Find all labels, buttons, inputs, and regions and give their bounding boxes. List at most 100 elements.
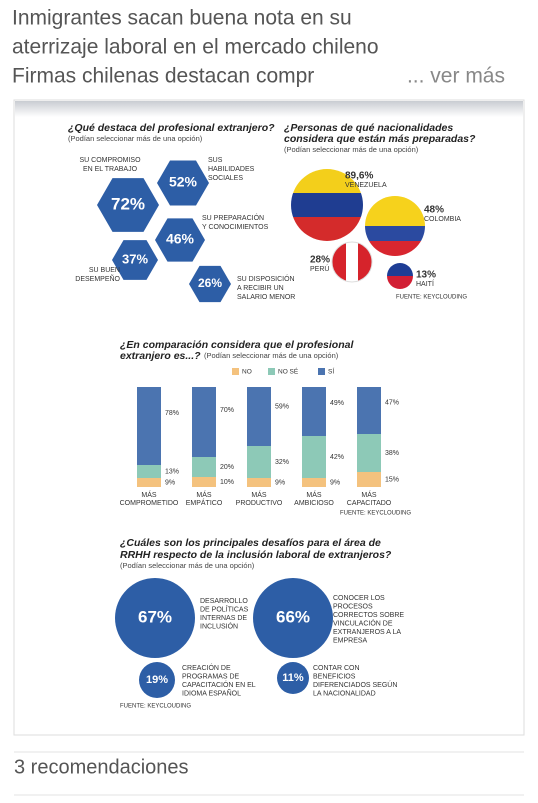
hexagon: [189, 265, 231, 303]
question-title: ¿Personas de qué nacionalidades: [284, 122, 453, 134]
bar-segment: [192, 457, 216, 477]
percent: 89,6%: [345, 171, 373, 182]
percent: 28%: [310, 255, 330, 266]
value-label: 59%: [275, 404, 289, 411]
country: PERÚ: [310, 264, 329, 273]
bar-segment: [247, 478, 271, 487]
label-line: IDIOMA ESPAÑOL: [182, 688, 241, 697]
value-label: 47%: [385, 400, 399, 407]
bar-segment: [357, 387, 381, 434]
label-line: EMPRESA: [333, 637, 368, 644]
question-note: (Podían seleccionar más de una opción): [284, 145, 419, 154]
value-label: 38%: [385, 450, 399, 457]
value-label: 42%: [330, 454, 344, 461]
flag-border: [331, 241, 373, 283]
hexagon: [155, 218, 205, 262]
label-line: A RECIBIR UN: [237, 285, 284, 292]
percent: 13%: [416, 270, 436, 281]
label-line: DE POLÍTICAS: [200, 604, 249, 613]
label-line: BENEFICIOS: [313, 673, 356, 680]
bar-segment: [137, 478, 161, 487]
label-line: SOCIALES: [208, 175, 243, 182]
bar-segment: [247, 387, 271, 446]
label-line: DESARROLLO: [200, 598, 248, 605]
label-line: SU DISPOSICIÓN: [237, 274, 295, 283]
label-line: INCLUSIÓN: [200, 621, 238, 630]
label-line: CAPACITACIÓN EN EL: [182, 680, 256, 689]
label-line: HABILIDADES: [208, 166, 255, 173]
label-line: MÁS: [251, 490, 267, 499]
chart-title: ¿En comparación considera que el profesi…: [120, 339, 354, 351]
label-line: MÁS: [141, 490, 157, 499]
value-label: 9%: [165, 479, 175, 486]
bar-segment: [137, 465, 161, 478]
chart-title: extranjero es...?: [120, 350, 201, 362]
hexagon: [112, 240, 158, 280]
value-label: 10%: [220, 479, 234, 486]
value-label: 9%: [275, 479, 285, 486]
hexagon: [97, 178, 159, 232]
label-line: PROCESOS: [333, 603, 373, 610]
percent: 19%: [146, 674, 168, 686]
legend-swatch: [268, 368, 275, 375]
percent: 72%: [111, 194, 145, 213]
value-label: 32%: [275, 459, 289, 466]
flag-haiti: [387, 263, 413, 289]
bar-segment: [302, 478, 326, 487]
label-line: SU BUEN: [89, 267, 120, 274]
legend-swatch: [232, 368, 239, 375]
country: COLOMBIA: [424, 216, 461, 223]
label-line: SUS: [208, 157, 223, 164]
percent: 52%: [169, 174, 198, 190]
label-line: PROGRAMAS DE: [182, 673, 240, 680]
title-line: Inmigrantes sacan buena nota en su: [12, 7, 352, 30]
flag-peru: [332, 242, 372, 282]
label-line: CONTAR CON: [313, 665, 360, 672]
question-note: (Podían seleccionar más de una opción): [120, 561, 255, 570]
value-label: 20%: [220, 464, 234, 471]
bar-segment: [247, 446, 271, 478]
bar-segment: [137, 387, 161, 465]
label-line: DESEMPEÑO: [75, 274, 120, 283]
recommendations[interactable]: 3 recomendaciones: [14, 756, 189, 778]
source: FUENTE: KEYCLOUDING: [340, 511, 411, 517]
label-line: MÁS: [196, 490, 212, 499]
label-line: CREACIÓN DE: [182, 663, 231, 672]
value-label: 9%: [330, 479, 340, 486]
percent: 26%: [198, 276, 222, 290]
country: VENEZUELA: [345, 182, 387, 189]
label-line: COMPROMETIDO: [120, 500, 179, 507]
label-line: PRODUCTIVO: [236, 500, 283, 507]
label-line: SU PREPARACIÓN: [202, 213, 264, 222]
percent: 67%: [138, 607, 172, 626]
bar-segment: [302, 436, 326, 478]
value-label: 13%: [165, 468, 179, 475]
label-line: SALARIO MENOR: [237, 294, 295, 301]
label-line: DIFERENCIADOS SEGÚN: [313, 680, 397, 689]
question-title: RRHH respecto de la inclusión laboral de…: [120, 549, 392, 561]
hexagon: [157, 160, 209, 206]
label-line: EN EL TRABAJO: [83, 166, 138, 173]
legend-swatch: [318, 368, 325, 375]
percent: 46%: [166, 231, 195, 247]
value-label: 70%: [220, 407, 234, 414]
legend-label: SÍ: [328, 367, 334, 376]
bar-segment: [357, 472, 381, 487]
source: FUENTE: KEYCLOUDING: [396, 295, 467, 301]
value-label: 49%: [330, 400, 344, 407]
title-line: Firmas chilenas destacan compr: [12, 65, 314, 88]
label-line: EMPÁTICO: [186, 498, 223, 507]
see-more[interactable]: ... ver más: [407, 65, 505, 88]
bar-segment: [302, 387, 326, 436]
bar-segment: [192, 477, 216, 487]
label-line: AMBICIOSO: [294, 500, 334, 507]
label-line: EXTRANJEROS A LA: [333, 629, 401, 636]
infographic-band: [15, 101, 523, 117]
circle: [139, 662, 175, 698]
label-line: CORRECTOS SOBRE: [333, 612, 404, 619]
question-note: (Podían seleccionar más de una opción): [68, 134, 203, 143]
flag-colombia: [365, 196, 425, 256]
circle: [115, 578, 195, 658]
question-title: considera que están más preparadas?: [284, 133, 476, 145]
label-line: MÁS: [361, 490, 377, 499]
